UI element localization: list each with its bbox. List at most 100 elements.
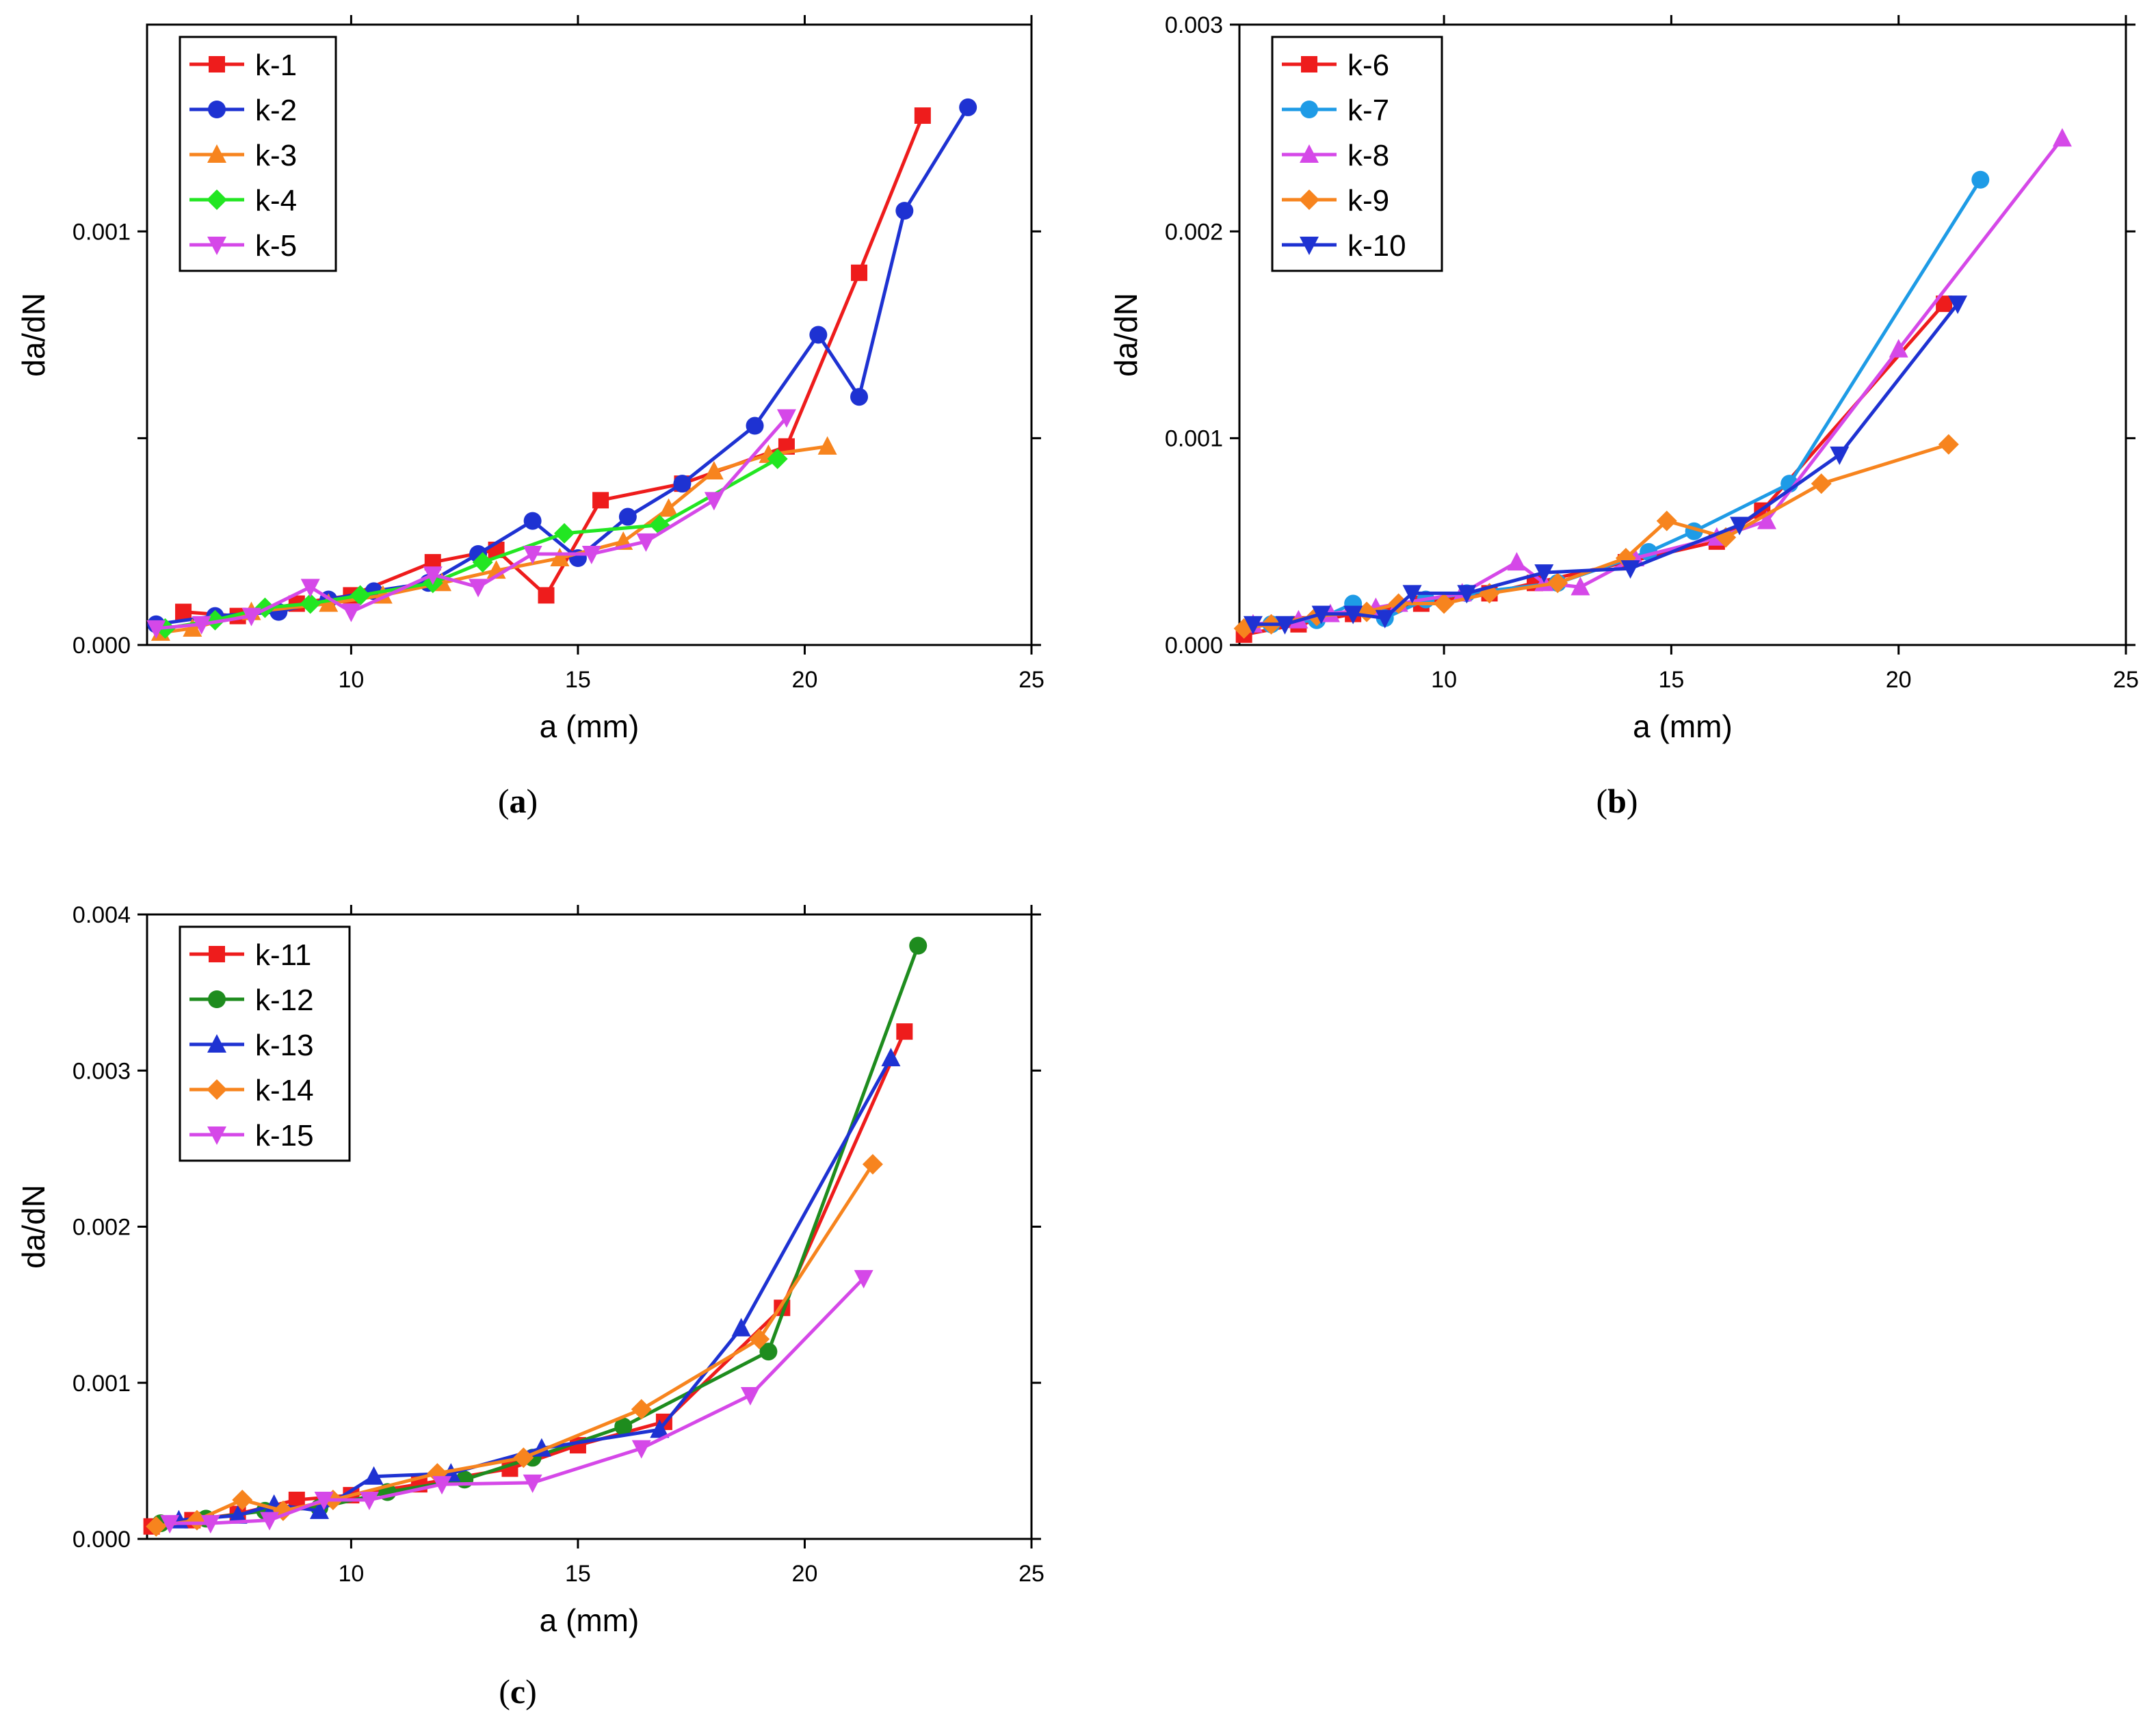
x-tick-label: 25 [1018,1561,1044,1587]
panel-c: 10 15 20 25 0.000 0.001 0.002 0.003 0.004 a (mm) d… [16,902,1044,1711]
data-point-k-3 [319,593,339,612]
x-axis-label: a (mm) [540,709,640,744]
data-point-k-10 [1243,616,1263,635]
legend-label-k-14: k-14 [255,1074,314,1107]
legend: k-1 k-2 k-3 k-4 k-5 [179,36,337,272]
data-point-k-13 [309,1500,329,1519]
series-line-k-4 [165,457,778,631]
y-tick-label: 0.003 [1165,12,1223,38]
data-point-k-8 [2052,128,2072,147]
panel-caption: (c) [499,1672,537,1711]
data-point-k-2 [673,475,692,493]
data-point-k-12 [759,1343,778,1361]
data-point-k-2 [746,417,764,435]
y-tick-label: 0.000 [73,633,131,659]
data-point-k-15 [432,1476,451,1495]
data-point-k-12 [909,936,928,955]
data-point-k-1 [851,264,868,281]
x-tick-label: 25 [2113,667,2139,693]
data-point-k-1 [914,107,931,124]
legend-label-k-6: k-6 [1348,49,1389,82]
legend-label-k-8: k-8 [1348,139,1389,172]
data-point-k-4 [300,593,321,614]
data-point-k-1 [538,587,555,604]
data-point-k-5 [636,533,656,552]
data-point-k-15 [314,1491,334,1510]
data-point-k-10 [1275,616,1295,635]
caption-paren-close: ) [527,782,538,820]
panel-caption: (b) [1596,782,1638,820]
data-point-k-2 [850,388,869,406]
data-point-k-9 [1434,593,1455,614]
data-point-k-9 [1656,510,1677,531]
x-tick-label: 10 [338,1561,364,1587]
legend-label-k-5: k-5 [255,229,297,263]
data-point-k-15 [200,1515,220,1534]
series-line-k-15 [170,1277,865,1525]
data-point-k-5 [341,603,361,622]
data-point-k-11 [896,1023,913,1040]
legend-label-k-10: k-10 [1348,229,1406,263]
data-point-k-15 [740,1387,760,1406]
data-point-k-10 [1343,605,1363,624]
legend-marker-k-8 [1300,144,1319,163]
x-tick-label: 15 [1658,667,1684,693]
y-tick-label: 0.001 [1165,426,1223,452]
series-line-k-5 [156,416,788,631]
data-point-k-14 [513,1447,534,1468]
x-tick-label: 20 [1886,667,1912,693]
x-tick-label: 25 [1018,667,1044,693]
data-point-k-5 [146,620,166,639]
legend-marker-k-4 [207,189,227,210]
caption-paren-open: ( [499,1672,510,1711]
y-tick-label: 0.001 [73,219,131,245]
legend-label-k-1: k-1 [255,49,297,82]
data-point-k-14 [146,1516,167,1537]
y-tick-label: 0.000 [73,1527,131,1553]
data-point-k-10 [1620,560,1640,579]
data-point-k-8 [1570,577,1590,596]
panel-b: 10 15 20 25 0.000 0.001 0.002 0.003 a (mm) da/dN k… [1108,12,2139,820]
x-tick-label: 10 [1431,667,1457,693]
data-point-k-3 [550,548,570,567]
legend-marker-k-10 [1300,237,1319,255]
data-point-k-14 [862,1154,883,1175]
y-tick-label: 0.002 [1165,219,1223,245]
x-tick-label: 15 [565,1561,591,1587]
caption-letter: a [510,782,527,820]
data-point-k-7 [1971,170,1990,189]
data-point-k-3 [817,436,837,455]
data-point-k-10 [1311,605,1331,624]
legend-label-k-15: k-15 [255,1119,314,1152]
data-point-k-13 [228,1505,248,1524]
legend-marker-k-3 [207,144,226,163]
panel-caption: (a) [498,782,538,820]
data-point-k-15 [160,1515,180,1534]
data-point-k-15 [359,1491,379,1510]
legend-label-k-7: k-7 [1348,94,1389,127]
plot-frame [1238,23,2127,646]
data-point-k-15 [854,1269,873,1289]
series-line-k-13 [179,1057,893,1522]
data-point-k-2 [959,98,977,116]
data-point-k-2 [809,326,828,344]
caption-paren-open: ( [1596,782,1607,820]
legend-marker-k-15 [207,1126,226,1145]
series-line-k-14 [155,1163,875,1529]
data-point-k-12 [614,1417,633,1436]
data-point-k-3 [704,461,724,480]
legend-label-k-4: k-4 [255,184,297,217]
y-axis-label: da/dN [16,293,51,377]
y-axis-label: da/dN [1108,293,1144,377]
y-tick-label: 0.003 [73,1058,131,1084]
data-point-k-8 [1757,510,1776,529]
legend-label-k-9: k-9 [1348,184,1389,217]
caption-paren-close: ) [525,1672,537,1711]
legend-label-k-13: k-13 [255,1029,314,1062]
data-point-k-10 [1730,516,1750,536]
x-tick-label: 20 [792,667,818,693]
data-point-k-5 [581,545,601,564]
legend-marker-k-9 [1299,189,1319,210]
